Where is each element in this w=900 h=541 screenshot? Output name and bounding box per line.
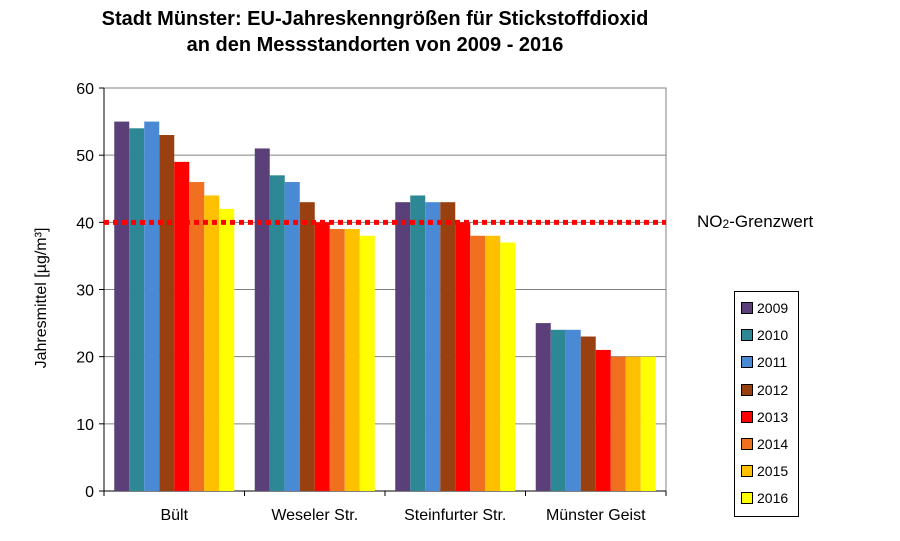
bar xyxy=(595,349,611,491)
bar xyxy=(174,161,190,491)
bar xyxy=(565,329,581,491)
bar xyxy=(144,121,160,491)
x-category-label: Münster Geist xyxy=(546,507,646,524)
legend-item: 2016 xyxy=(741,490,788,506)
y-tick-label: 30 xyxy=(76,283,94,300)
bar xyxy=(129,128,145,492)
legend-swatch xyxy=(741,356,753,369)
legend-item: 2015 xyxy=(741,463,788,479)
bar xyxy=(114,121,130,491)
legend-swatch xyxy=(741,383,753,396)
bar xyxy=(535,323,551,491)
bar xyxy=(204,195,220,491)
bar xyxy=(299,202,315,491)
limit-label-main: NO xyxy=(697,212,723,231)
bar xyxy=(640,356,656,491)
legend-item: 2013 xyxy=(741,409,788,425)
x-category-label: Bült xyxy=(160,507,188,524)
chart-title: Stadt Münster: EU-Jahreskenngrößen für S… xyxy=(0,6,750,58)
limit-label-rest: -Grenzwert xyxy=(729,212,814,231)
y-tick-label: 20 xyxy=(76,350,94,367)
bar xyxy=(485,235,501,491)
legend-item: 2012 xyxy=(741,382,788,398)
bar xyxy=(410,195,426,491)
x-category-label: Steinfurter Str. xyxy=(404,507,506,524)
bar xyxy=(440,202,456,491)
bar xyxy=(470,235,486,491)
bar xyxy=(189,182,205,492)
legend: 2009 2010 2011 2012 2013 2014 2015 2016 xyxy=(734,291,799,517)
bar xyxy=(219,208,235,491)
legend-swatch xyxy=(741,302,753,314)
bar xyxy=(580,336,596,491)
bar xyxy=(284,182,300,492)
legend-swatch xyxy=(741,465,753,478)
chart-title-line1: Stadt Münster: EU-Jahreskenngrößen für S… xyxy=(101,8,649,30)
y-tick-label: 50 xyxy=(76,148,94,165)
legend-swatch xyxy=(741,438,753,450)
y-tick-label: 60 xyxy=(76,81,94,98)
bar xyxy=(455,222,471,492)
legend-label: 2012 xyxy=(757,381,789,398)
legend-label: 2014 xyxy=(757,436,789,452)
legend-label: 2011 xyxy=(757,354,788,371)
bar xyxy=(610,356,626,491)
bar xyxy=(269,175,285,492)
bar xyxy=(359,235,375,491)
limit-label-sub: 2 xyxy=(722,217,730,231)
bar xyxy=(550,329,566,491)
y-tick-label: 0 xyxy=(85,484,94,501)
legend-label: 2010 xyxy=(757,327,789,344)
bar xyxy=(254,148,270,491)
legend-label: 2009 xyxy=(757,300,789,316)
bar xyxy=(395,202,411,491)
legend-swatch xyxy=(741,329,753,342)
bar xyxy=(500,242,516,491)
legend-item: 2009 xyxy=(741,300,788,316)
limit-line-label: NO2-Grenzwert xyxy=(697,212,813,232)
legend-label: 2013 xyxy=(757,408,789,425)
bar xyxy=(329,229,345,492)
legend-item: 2011 xyxy=(741,354,787,370)
y-tick-label: 40 xyxy=(76,215,94,232)
y-tick-label: 10 xyxy=(76,417,94,434)
legend-item: 2014 xyxy=(741,436,788,452)
bar xyxy=(425,202,441,491)
legend-label: 2015 xyxy=(757,463,789,480)
legend-item: 2010 xyxy=(741,327,788,343)
legend-swatch xyxy=(741,492,753,505)
chart-title-line2: an den Messstandorten von 2009 - 2016 xyxy=(186,34,564,56)
bar xyxy=(344,229,360,492)
bar xyxy=(625,356,641,491)
x-category-label: Weseler Str. xyxy=(271,507,358,524)
legend-label: 2016 xyxy=(757,490,789,507)
legend-swatch xyxy=(741,410,753,423)
bar xyxy=(159,135,175,491)
bar xyxy=(314,222,330,492)
